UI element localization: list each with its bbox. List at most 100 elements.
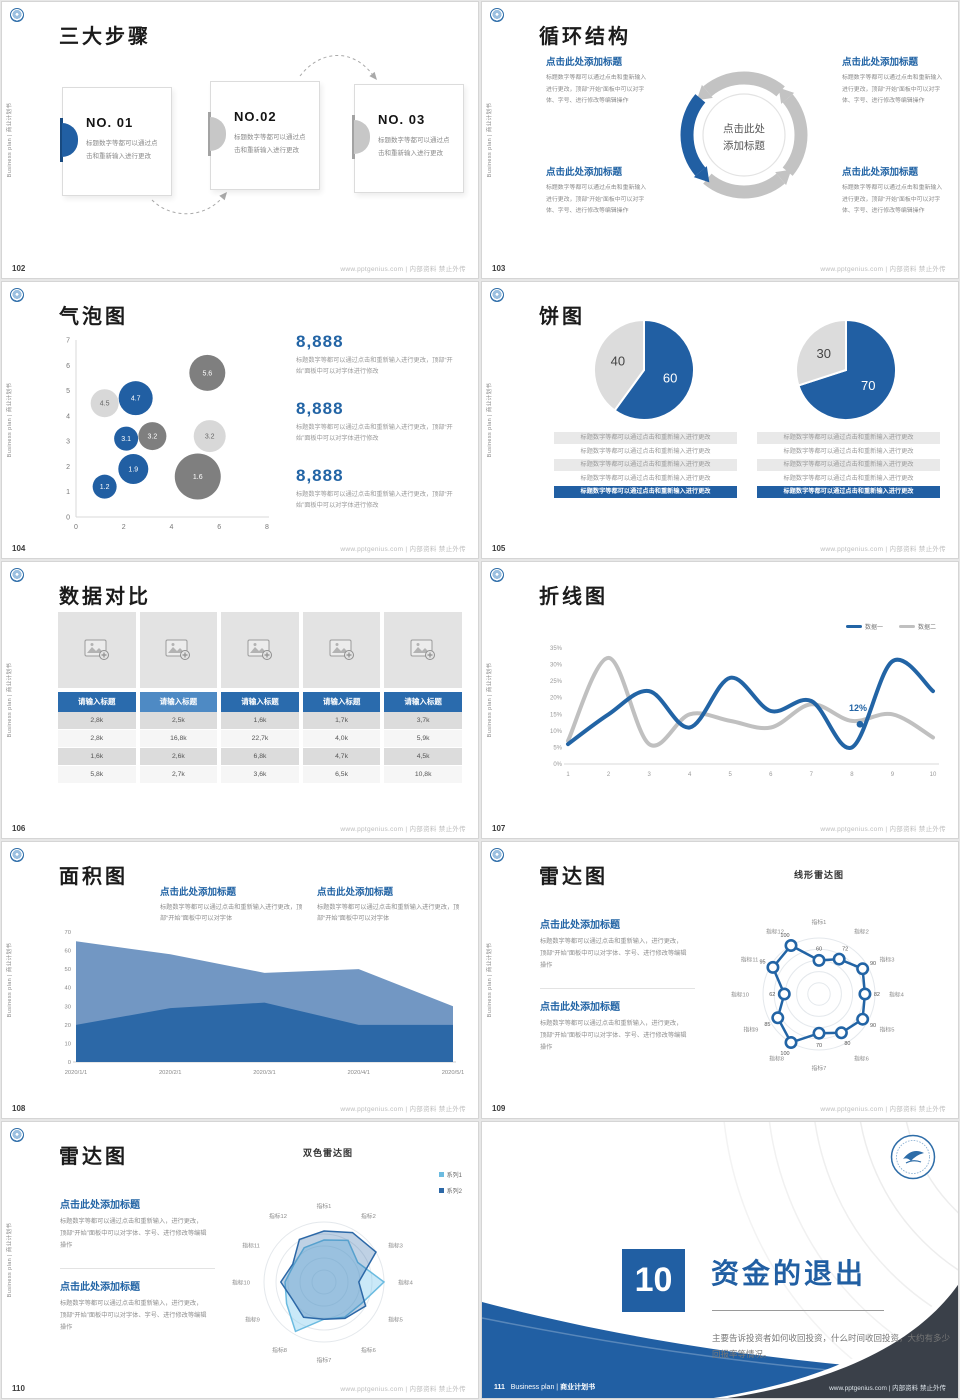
table-column: 请输入标题 1,7k 4,0k 4,7k 6,5k xyxy=(302,612,381,784)
stat-value: 8,888 xyxy=(296,332,344,351)
half-circle-icon xyxy=(354,120,370,154)
svg-text:60: 60 xyxy=(816,946,822,952)
svg-text:指标7: 指标7 xyxy=(317,1356,332,1364)
university-emblem-icon xyxy=(890,1134,936,1180)
page-title: 气泡图 xyxy=(59,306,128,328)
slide-102[interactable]: Business plan | 商业计划书 三大步骤 NO. 01 标题数字等都… xyxy=(1,1,479,279)
sidebar-watermark: Business plan | 商业计划书 xyxy=(7,942,13,1018)
pie-caption-list-right: 标题数字等都可以通过点击和重新输入进行更改 标题数字等都可以通过点击和重新输入进行… xyxy=(757,432,940,500)
slide-105[interactable]: Business plan | 商业计划书 饼图 60 40 70 30 标题数字等… xyxy=(481,281,959,559)
slide-107[interactable]: Business plan | 商业计划书 折线图 数据一 数据二 0% 5% 10… xyxy=(481,561,959,839)
svg-text:30: 30 xyxy=(817,346,831,361)
block-title: 点击此处添加标题 xyxy=(842,57,919,68)
sidebar-watermark: Business plan | 商业计划书 xyxy=(487,662,493,738)
table-cell: 2,8k xyxy=(58,730,136,748)
svg-text:1: 1 xyxy=(566,772,570,778)
footer-watermark: www.pptgenius.com | 内部资料 禁止外传 xyxy=(340,826,466,833)
image-placeholder[interactable] xyxy=(139,612,218,688)
svg-text:指标12: 指标12 xyxy=(766,927,784,935)
svg-text:指标6: 指标6 xyxy=(854,1055,869,1063)
brand-logo-icon xyxy=(10,8,24,22)
caption-row: 标题数字等都可以通过点击和重新输入进行更改 xyxy=(757,445,940,458)
radar-legend: 系列1 系列2 xyxy=(438,1170,462,1202)
table-cell: 3,7k xyxy=(384,712,462,730)
image-placeholder[interactable] xyxy=(302,612,381,688)
caption-row: 标题数字等都可以通过点击和重新输入进行更改 xyxy=(554,486,737,498)
svg-text:指标4: 指标4 xyxy=(398,1279,414,1287)
image-placeholder[interactable] xyxy=(384,612,462,688)
slide-108[interactable]: Business plan | 商业计划书 面积图 点击此处添加标题 标题数字等… xyxy=(1,841,479,1119)
page-title: 雷达图 xyxy=(539,866,608,888)
svg-text:20%: 20% xyxy=(550,696,563,702)
table-cell: 1,7k xyxy=(302,712,381,730)
stat-body: 标题数字等都可以通过点击和重新输入进行更改，顶部“开始”面板中可以对字体进行修改 xyxy=(296,491,453,510)
slide-103[interactable]: Business plan | 商业计划书 循环结构 点击此处添加标题 标题数字… xyxy=(481,1,959,279)
page-title: 饼图 xyxy=(539,306,585,328)
svg-text:2: 2 xyxy=(66,464,70,471)
svg-text:3.1: 3.1 xyxy=(121,436,131,443)
step-pin xyxy=(352,115,355,159)
block-body: 标题数字等都可以通过点击和重新输入进行更改，顶部“开始”面板中可以对字体、字号、… xyxy=(842,185,943,215)
svg-text:10: 10 xyxy=(65,1041,71,1047)
table-header-cell: 请输入标题 xyxy=(302,692,381,712)
legend-label: 系列2 xyxy=(446,1189,462,1195)
svg-text:70: 70 xyxy=(861,378,875,393)
text-block-2: 点击此处添加标题 标题数字等都可以通过点击和重新输入，进行更改，顶部“开始”面板… xyxy=(540,998,688,1053)
svg-text:5: 5 xyxy=(66,388,70,395)
step-card-2[interactable]: NO.02 标题数字等都可以通过点击和重新输入进行更改 xyxy=(208,81,320,190)
step-card-3[interactable]: NO. 03 标题数字等都可以通过点击和重新输入进行更改 xyxy=(352,84,464,193)
slide-104[interactable]: Business plan | 商业计划书 气泡图 0 1 2 3 4 5 6 7 0 2 4 6 8 4… xyxy=(1,281,479,559)
svg-text:12%: 12% xyxy=(849,703,867,713)
sidebar-watermark: Business plan | 商业计划书 xyxy=(7,662,13,738)
caption-row: 标题数字等都可以通过点击和重新输入进行更改 xyxy=(757,472,940,485)
svg-text:指标3: 指标3 xyxy=(880,956,895,964)
table-header-cell: 请输入标题 xyxy=(384,692,462,712)
table-column: 请输入标题 3,7k 5,9k 4,5k 10,8k xyxy=(384,612,462,784)
brand-logo-icon xyxy=(490,568,504,582)
table-cell: 2,7k xyxy=(139,766,218,784)
svg-text:4: 4 xyxy=(170,524,174,531)
line-chart-legend: 数据一 数据二 xyxy=(845,622,936,631)
cell-107: Business plan | 商业计划书 折线图 数据一 数据二 0% 5% 10… xyxy=(480,560,960,840)
svg-text:指标4: 指标4 xyxy=(889,991,905,999)
svg-text:30: 30 xyxy=(65,1004,71,1010)
svg-text:指标2: 指标2 xyxy=(854,927,869,935)
line-chart: 0% 5% 10% 15% 20% 25% 30% 35% 1 2 3 4 5 6 7 8 9 10 12% xyxy=(528,634,946,786)
image-placeholder[interactable] xyxy=(221,612,299,688)
step-card-1[interactable]: NO. 01 标题数字等都可以通过点击和重新输入进行更改 xyxy=(60,87,172,196)
page-title: 折线图 xyxy=(539,586,608,608)
sidebar-watermark: Business plan | 商业计划书 xyxy=(487,102,493,178)
slide-110[interactable]: Business plan | 商业计划书 雷达图 点击此处添加标题 标题数字等… xyxy=(1,1121,479,1399)
add-image-icon xyxy=(84,639,109,660)
brand-logo-icon xyxy=(10,1128,24,1142)
footer-label: Business plan | xyxy=(510,1384,559,1391)
svg-text:5%: 5% xyxy=(553,745,562,751)
slide-109[interactable]: Business plan | 商业计划书 雷达图 点击此处添加标题 标题数字等… xyxy=(481,841,959,1119)
svg-text:6: 6 xyxy=(217,524,221,531)
stat-body: 标题数字等都可以通过点击和重新输入进行更改，顶部“开始”面板中可以对字体进行修改 xyxy=(296,424,453,443)
svg-text:4: 4 xyxy=(688,772,692,778)
series1-swatch-icon xyxy=(438,1172,444,1177)
svg-text:1.2: 1.2 xyxy=(100,484,110,491)
divider-line xyxy=(540,988,695,989)
step-pin xyxy=(60,118,63,162)
half-circle-icon xyxy=(62,123,78,157)
page-title: 三大步骤 xyxy=(59,26,151,48)
svg-text:指标2: 指标2 xyxy=(361,1212,376,1220)
add-image-icon xyxy=(165,639,191,660)
svg-text:70: 70 xyxy=(65,930,71,936)
block-title: 点击此处添加标题 xyxy=(842,167,919,178)
svg-text:6: 6 xyxy=(66,363,70,370)
slide-111[interactable]: 10 资金的退出 主要告诉投资者如何收回投资，什么时间收回投资，大约有多少回报率… xyxy=(481,1121,959,1399)
svg-text:2020/3/1: 2020/3/1 xyxy=(253,1070,276,1076)
block-body: 标题数字等都可以通过点击和重新输入进行更改，顶部“开始”面板中可以对字体 xyxy=(317,904,460,923)
legend-label: 数据一 xyxy=(864,625,883,631)
svg-text:82: 82 xyxy=(874,992,880,998)
image-placeholder[interactable] xyxy=(58,612,136,688)
slide-106[interactable]: Business plan | 商业计划书 数据对比 请输入标题 2,8k 2,8k… xyxy=(1,561,479,839)
svg-text:5: 5 xyxy=(729,772,733,778)
svg-text:40: 40 xyxy=(65,986,71,992)
step-pin xyxy=(208,112,211,156)
svg-text:指标5: 指标5 xyxy=(880,1026,895,1034)
page-number: 108 xyxy=(12,1104,26,1113)
